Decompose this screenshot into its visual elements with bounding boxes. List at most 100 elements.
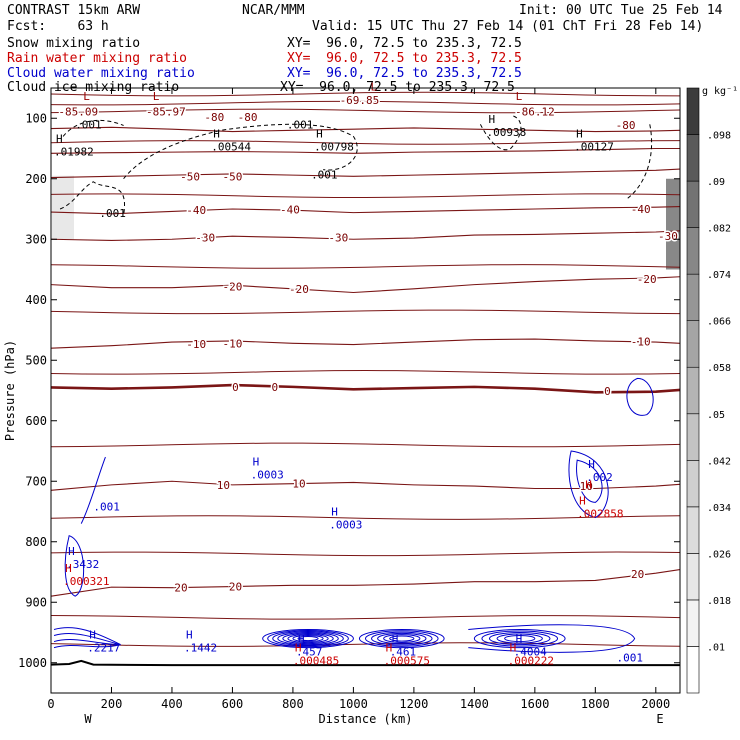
- y-tick-label: 300: [25, 232, 47, 246]
- isotherm-line: [51, 264, 680, 269]
- contour-label: -10: [631, 335, 651, 348]
- x-tick-label: 200: [101, 697, 123, 711]
- contour-label: -50: [180, 170, 200, 183]
- extremum-mark: H: [68, 545, 75, 558]
- extremum-value: .3432: [66, 558, 99, 571]
- extremum-value: .001: [287, 119, 314, 132]
- model-title: CONTRAST 15km ARW: [7, 3, 141, 18]
- contour-label: -30: [195, 231, 215, 244]
- contour-label: 10: [217, 479, 230, 492]
- x-tick-label: 2000: [641, 697, 670, 711]
- cloud-water-contour: [277, 632, 339, 646]
- x-tick-label: 600: [222, 697, 244, 711]
- extremum-value: .000575: [384, 655, 430, 668]
- extremum-value: .001: [99, 207, 126, 220]
- cloud-water-contour: [365, 630, 439, 647]
- extremum-mark: H: [488, 113, 495, 126]
- extremum-mark: H: [331, 506, 338, 519]
- colorbar-unit-label: g kg⁻¹: [702, 86, 738, 97]
- extremum-value: .000222: [508, 655, 554, 668]
- cloud-water-contour: [272, 630, 344, 647]
- colorbar-swatch: [686, 413, 700, 461]
- isotherm-line: [51, 100, 680, 106]
- extremum-value: .00544: [211, 140, 251, 153]
- cloud-water-contour: [80, 456, 106, 524]
- colorbar-swatch: [686, 227, 700, 275]
- isotherm-line: [51, 515, 680, 520]
- isotherm-line: [51, 140, 680, 145]
- cloud-water-contour: [287, 634, 329, 644]
- x-tick-label: 800: [282, 697, 304, 711]
- y-tick-label: 1000: [18, 656, 47, 670]
- colorbar-swatch: [686, 506, 700, 554]
- extremum-value: .1442: [184, 641, 217, 654]
- contour-label: -80: [616, 119, 636, 132]
- contour-label: -86.12: [515, 106, 555, 119]
- x-tick-label: 1600: [520, 697, 549, 711]
- cloud-water-contour: [297, 636, 319, 642]
- cloud-water-contour: [292, 635, 324, 643]
- cloud-water-contour: [371, 631, 433, 646]
- contour-label: 10: [292, 478, 305, 491]
- extremum-mark: H: [588, 458, 595, 471]
- contour-label: -30: [328, 231, 348, 244]
- cloud-water-contour: [267, 629, 349, 648]
- field-name-snow: Snow mixing ratio: [7, 36, 141, 51]
- terrain-line: [51, 659, 680, 667]
- extremum-mark: L: [516, 90, 523, 103]
- cloud-water-contour: [481, 630, 559, 647]
- contour-label: 20: [229, 581, 242, 594]
- y-tick-label: 400: [25, 293, 47, 307]
- isotherm-line: [51, 642, 680, 647]
- extremum-mark: H: [392, 633, 399, 646]
- cloud-water-contour: [53, 639, 121, 646]
- init-time: Init: 00 UTC Tue 25 Feb 14: [519, 3, 723, 18]
- contour-label: 0: [271, 381, 278, 394]
- extremum-value: .002858: [577, 508, 623, 521]
- contour-label: 20: [631, 568, 644, 581]
- contour-label: -20: [289, 283, 309, 296]
- cloud-water-contour: [468, 624, 636, 653]
- colorbar-tick-label: .082: [707, 224, 731, 235]
- extremum-value: .002: [586, 471, 613, 484]
- isotherm-line: [51, 551, 680, 557]
- extremum-mark: H: [386, 642, 393, 655]
- field-name-cloud-water: Cloud water mixing ratio: [7, 66, 195, 81]
- temperature-contour: [51, 338, 680, 349]
- x-tick-label: 0: [47, 697, 54, 711]
- colorbar-swatch: [686, 553, 700, 601]
- colorbar-tick-label: .074: [707, 270, 731, 281]
- extremum-mark: H: [56, 132, 63, 145]
- y-tick-label: 600: [25, 414, 47, 428]
- extremum-mark: H: [298, 633, 305, 646]
- colorbar-tick-label: .05: [707, 410, 725, 421]
- temperature-contour: [51, 206, 680, 215]
- forecast-hour: Fcst: 63 h: [7, 19, 109, 34]
- colorbar-tick-label: .01: [707, 642, 725, 653]
- y-tick-label: 500: [25, 353, 47, 367]
- colorbar-swatch: [686, 87, 700, 135]
- temperature-contour: [51, 168, 680, 179]
- east-end-label: E: [656, 712, 663, 726]
- x-tick-label: 400: [161, 697, 183, 711]
- contour-label: -40: [631, 203, 651, 216]
- temperature-contour: [51, 383, 680, 394]
- temperature-contour: [51, 147, 680, 154]
- contour-label: -80: [238, 111, 258, 124]
- contour-label: -50: [223, 170, 243, 183]
- cloud-water-contour: [496, 633, 543, 644]
- colorbar-swatch: [686, 134, 700, 182]
- x-tick-label: 1200: [399, 697, 428, 711]
- cloud-water-contour: [282, 633, 334, 645]
- extremum-value: .00127: [574, 140, 614, 153]
- isotherm-line: [51, 108, 680, 114]
- cloud-water-contour: [488, 632, 551, 646]
- y-tick-label: 200: [25, 172, 47, 186]
- x-tick-label: 1400: [460, 697, 489, 711]
- extremum-mark: H: [253, 455, 260, 468]
- contour-label: -30: [658, 230, 678, 243]
- colorbar-tick-label: .042: [707, 456, 731, 467]
- isotherm-line: [51, 615, 680, 620]
- extremum-mark: H: [579, 495, 586, 508]
